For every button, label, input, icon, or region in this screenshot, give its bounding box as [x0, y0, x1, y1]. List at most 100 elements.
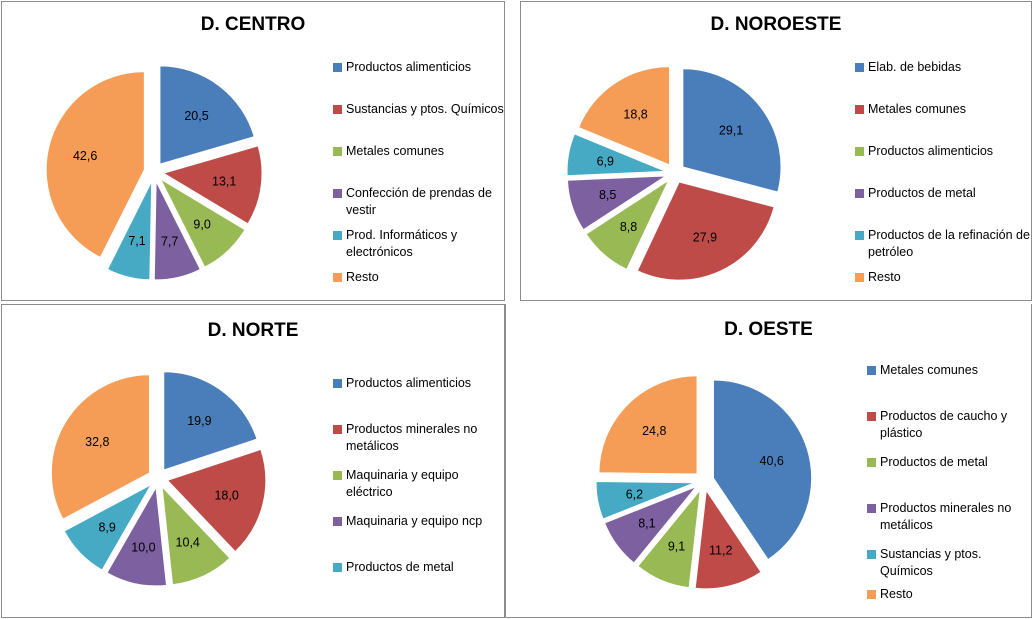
- legend-item-centro-4: Prod. Informáticos y electrónicos: [333, 227, 504, 261]
- data-label-centro-4: 7,1: [128, 234, 145, 248]
- legend-swatch: [333, 63, 342, 72]
- legend-swatch: [333, 147, 342, 156]
- data-label-centro-2: 9,0: [193, 217, 210, 231]
- legend-item-centro-0: Productos alimenticios: [333, 59, 471, 76]
- data-label-noroeste-4: 6,9: [597, 154, 614, 168]
- data-label-centro-5: 42,6: [73, 149, 97, 163]
- pie-slice-noroeste-0: [682, 68, 782, 193]
- data-label-noroeste-5: 18,8: [623, 108, 647, 122]
- legend-label: Productos de metal: [346, 560, 454, 574]
- pie-slice-oeste-1: [694, 489, 762, 590]
- pie-slice-oeste-2: [637, 488, 701, 589]
- legend-label: Productos alimenticios: [346, 60, 472, 74]
- legend-label: Maquinaria y equipo eléctrico: [346, 468, 459, 499]
- legend-swatch: [855, 231, 864, 240]
- pie-slice-norte-1: [166, 449, 267, 553]
- legend-item-centro-3: Confección de prendas de vestir: [333, 185, 504, 219]
- legend-item-oeste-4: Sustancias y ptos. Químicos: [867, 546, 1031, 580]
- data-label-oeste-5: 24,8: [642, 424, 666, 438]
- data-label-norte-5: 32,8: [85, 435, 109, 449]
- pie-slice-centro-0: [159, 65, 255, 165]
- pie-chart-centro: 20,5 13,1 9,0 7,7 7,1 42,6: [45, 65, 263, 281]
- legend-item-oeste-1: Productos de caucho y plástico: [867, 408, 1031, 442]
- legend-item-noroeste-5: Resto: [855, 269, 901, 286]
- legend-swatch: [867, 458, 876, 467]
- pie-slice-noroeste-5: [578, 66, 670, 166]
- chart-title: D. CENTRO: [200, 14, 306, 35]
- legend-swatch: [333, 425, 342, 434]
- data-label-noroeste-1: 27,9: [693, 231, 717, 245]
- legend-label: Productos de metal: [868, 186, 976, 200]
- legend-label: Metales comunes: [346, 144, 444, 158]
- legend-label: Prod. Informáticos y electrónicos: [346, 228, 458, 259]
- legend-item-norte-0: Productos alimenticios: [333, 375, 471, 392]
- pie-slice-noroeste-4: [566, 133, 666, 177]
- legend-item-centro-2: Metales comunes: [333, 143, 444, 160]
- legend-item-noroeste-4: Productos de la refinación de petróleo: [855, 227, 1031, 261]
- legend-item-norte-1: Productos minerales no metálicos: [333, 421, 504, 455]
- chart-panel-centro: D. CENTRO 20,5 13,1 9,0 7,7 7,1 42,6 Producto…: [1, 1, 505, 301]
- pie-slice-norte-4: [63, 483, 152, 571]
- data-label-oeste-0: 40,6: [760, 454, 784, 468]
- chart-title: D. NORTE: [207, 320, 299, 341]
- pie-chart-noroeste: 29,1 27,9 8,8 8,5 6,9 18,8: [566, 66, 782, 281]
- legend-item-noroeste-0: Elab. de bebidas: [855, 59, 961, 76]
- legend-item-norte-3: Maquinaria y equipo ncp: [333, 513, 482, 530]
- legend-item-centro-5: Resto: [333, 269, 379, 286]
- legend-swatch: [333, 189, 342, 198]
- legend-label: Confección de prendas de vestir: [346, 186, 492, 217]
- legend-swatch: [867, 550, 876, 559]
- pie-slice-norte-0: [163, 371, 258, 471]
- pie-chart-oeste: 40,6 11,2 9,1 8,1 6,2 24,8: [595, 375, 812, 590]
- pie-slice-oeste-0: [713, 379, 812, 561]
- pie-slice-centro-1: [162, 145, 263, 225]
- chart-panel-norte: D. NORTE 19,9 18,0 10,4 10,0 8,9 32,8 Product…: [1, 304, 505, 618]
- legend-swatch: [855, 273, 864, 282]
- legend-swatch: [333, 273, 342, 282]
- pie-chart-norte: 19,9 18,0 10,4 10,0 8,9 32,8: [51, 371, 267, 587]
- pie-slice-noroeste-3: [567, 175, 667, 231]
- legend-swatch: [867, 366, 876, 375]
- chart-title: D. OESTE: [724, 319, 813, 340]
- chart-title: D. NOROESTE: [710, 14, 842, 35]
- pie-slice-oeste-5: [598, 375, 698, 475]
- legend-label: Elab. de bebidas: [868, 60, 962, 74]
- data-label-norte-4: 8,9: [98, 521, 115, 535]
- legend-swatch: [333, 379, 342, 388]
- chart-panel-noroeste: D. NOROESTE 29,1 27,9 8,8 8,5 6,9 18,8 Elab. …: [520, 1, 1032, 301]
- legend-swatch: [855, 105, 864, 114]
- legend-label: Productos de caucho y plástico: [880, 409, 1008, 440]
- legend-swatch: [855, 189, 864, 198]
- legend-item-oeste-3: Productos minerales no metálicos: [867, 500, 1031, 534]
- legend-swatch: [855, 63, 864, 72]
- data-label-noroeste-3: 8,5: [599, 188, 616, 202]
- data-label-centro-1: 13,1: [212, 175, 236, 189]
- pie-slice-oeste-4: [595, 481, 695, 520]
- data-label-norte-2: 10,4: [176, 536, 200, 550]
- pie-slice-norte-2: [161, 485, 231, 585]
- legend-label: Metales comunes: [880, 363, 978, 377]
- legend-item-norte-4: Productos de metal: [333, 559, 454, 576]
- pie-slice-norte-5: [51, 374, 150, 520]
- legend-label: Productos alimenticios: [346, 376, 472, 390]
- legend-label: Resto: [880, 587, 913, 601]
- legend-label: Resto: [346, 270, 379, 284]
- data-label-norte-1: 18,0: [214, 489, 238, 503]
- legend-item-oeste-0: Metales comunes: [867, 362, 978, 379]
- data-label-oeste-1: 11,2: [709, 543, 732, 557]
- pie-slice-centro-2: [159, 178, 246, 268]
- pie-slice-noroeste-2: [585, 179, 670, 270]
- legend-swatch: [333, 517, 342, 526]
- legend-swatch: [333, 231, 342, 240]
- pie-slice-centro-3: [153, 181, 201, 281]
- data-label-oeste-3: 8,1: [638, 516, 655, 530]
- pie-slice-centro-4: [107, 181, 153, 281]
- legend-swatch: [867, 504, 876, 513]
- pie-slice-oeste-3: [604, 485, 698, 564]
- legend-item-noroeste-1: Metales comunes: [855, 101, 966, 118]
- legend-swatch: [855, 147, 864, 156]
- legend-item-noroeste-3: Productos de metal: [855, 185, 976, 202]
- legend-label: Resto: [868, 270, 901, 284]
- legend-label: Productos de metal: [880, 455, 988, 469]
- legend-item-oeste-5: Resto: [867, 586, 913, 603]
